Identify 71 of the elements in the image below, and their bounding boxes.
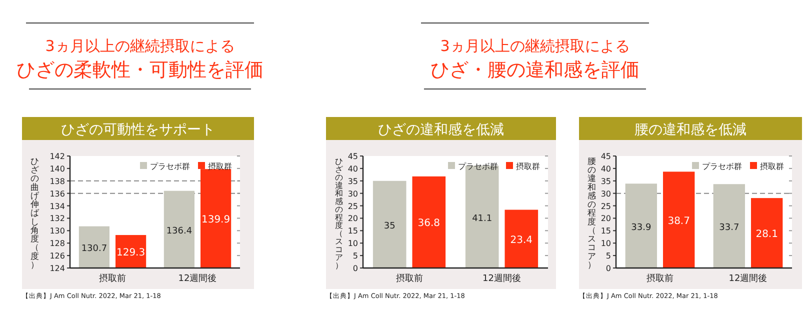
y-tick-label: 126 [50,252,65,261]
y-tick-label: 10 [600,239,611,248]
bar [713,184,745,268]
text: ひざの違和感の程度（スコア） [335,157,343,270]
legend-label: プラセボ群 [458,162,498,171]
y-tick-label: 45 [348,152,358,161]
y-tick-label: 136 [50,189,65,198]
bar [504,210,538,268]
data-label: 139.9 [201,214,230,226]
text: 3ヵ月以上の継続摂取による [45,37,235,55]
text: ひざの柔軟性・可動性を評価 [16,59,264,81]
data-label: 35 [384,221,396,232]
y-tick-label: 0 [606,264,611,273]
y-tick-label: 5 [606,252,611,261]
text: 3ヵ月以上の継続摂取による [440,37,630,55]
bar [751,198,783,268]
x-tick-label: 摂取前 [396,273,423,284]
data-label: 33.9 [631,222,652,233]
data-label: 41.1 [472,214,492,224]
chart-title: 腰の違和感を低減 [634,122,746,138]
y-tick-label: 35 [600,176,611,186]
bar [625,184,657,268]
y-tick-label: 132 [50,214,65,224]
legend-label: プラセボ群 [150,162,190,171]
legend-label: 摂取群 [760,162,784,171]
y-tick-label: 138 [50,176,65,186]
y-tick-label: 142 [50,152,65,161]
legend-label: プラセボ群 [702,162,742,171]
y-tick-label: 124 [50,264,65,273]
text: ひざ・腰の違和感を評価 [430,59,640,81]
y-tick-label: 35 [348,176,358,186]
y-tick-label: 25 [348,202,358,211]
data-label: 38.7 [668,216,690,227]
bar [663,172,695,268]
y-tick-label: 140 [50,164,65,174]
y-tick-label: 45 [600,152,611,161]
y-tick-label: 130 [50,226,65,236]
y-tick-label: 128 [50,239,65,248]
chart-title: ひざの違和感を低減 [378,122,504,138]
y-tick-label: 25 [600,202,611,211]
y-tick-label: 40 [600,164,611,174]
y-tick-label: 20 [600,214,611,224]
y-tick-label: 15 [600,226,611,236]
x-tick-label: 摂取前 [646,273,674,284]
data-label: 28.1 [756,229,778,240]
data-label: 33.7 [719,223,740,234]
text: 腰の違和感の程度（スコア） [588,157,596,270]
text: ひざの曲げ伸ばし角度（度） [30,157,40,270]
data-label: 129.3 [116,248,146,259]
y-tick-label: 5 [352,252,358,261]
y-tick-label: 30 [600,189,611,198]
x-tick-label: 12週間後 [728,273,768,284]
data-label: 130.7 [81,244,108,254]
legend-label: 摂取群 [516,162,540,171]
y-tick-label: 15 [348,226,358,236]
x-tick-label: 摂取前 [99,273,126,284]
data-label: 23.4 [510,234,533,246]
y-tick-label: 10 [348,239,358,248]
y-tick-label: 20 [348,214,358,224]
y-tick-label: 134 [50,202,65,211]
bar [412,176,446,268]
legend-label: 摂取群 [208,162,232,171]
x-tick-label: 12週間後 [178,273,217,284]
y-tick-label: 30 [348,189,358,198]
y-tick-label: 0 [352,264,358,273]
data-label: 136.4 [166,226,192,236]
bar [372,180,406,268]
y-tick-label: 40 [348,164,358,174]
x-tick-label: 12週間後 [482,273,521,284]
chart-title: ひざの可動性をサポート [61,122,215,138]
data-label: 36.8 [418,218,440,230]
